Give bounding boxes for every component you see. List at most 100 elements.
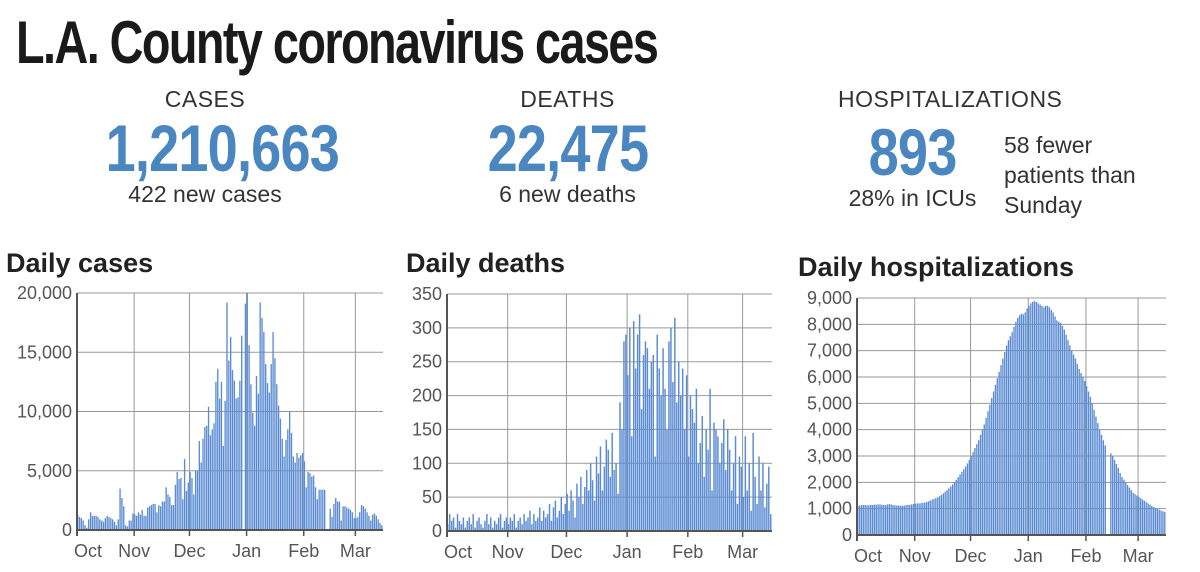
hosp-bar: [1117, 467, 1119, 535]
cases-bar: [324, 489, 326, 530]
cases-bar: [224, 400, 226, 530]
hosp-bar: [1067, 340, 1069, 535]
hosp-value-block: 893 28% in ICUs: [830, 117, 995, 212]
hosp-bar: [1156, 508, 1159, 535]
deaths-bar: [640, 409, 643, 531]
deaths-bar: [652, 354, 655, 531]
deaths-x-tick-label: Jan: [613, 542, 642, 562]
deaths-bar: [515, 527, 517, 531]
deaths-bar: [703, 476, 705, 531]
deaths-bar: [448, 514, 451, 531]
cases-bar: [97, 516, 99, 530]
cases-bar: [371, 514, 374, 530]
deaths-bar: [529, 510, 531, 531]
cases-bar: [257, 393, 259, 530]
deaths-bar: [578, 497, 580, 531]
cases-bar: [351, 512, 354, 530]
deaths-bar: [460, 524, 463, 531]
cases-bar: [248, 345, 250, 530]
cases-bar: [255, 375, 258, 530]
hosp-bar: [991, 398, 993, 535]
hosp-bar: [1130, 490, 1132, 535]
deaths-bar: [679, 395, 682, 531]
hosp-bar: [1031, 301, 1034, 535]
deaths-bar: [695, 388, 698, 531]
deaths-bar: [560, 497, 563, 531]
deaths-bar: [621, 429, 623, 531]
deaths-bar: [636, 334, 639, 531]
deaths-bar: [497, 517, 500, 531]
deaths-bar: [674, 317, 676, 531]
deaths-bar: [648, 388, 651, 531]
deaths-bar: [730, 490, 733, 531]
hosp-bar: [1128, 487, 1131, 535]
hosp-bar: [1138, 496, 1140, 535]
deaths-bar: [568, 510, 570, 531]
deaths-bar: [531, 524, 533, 531]
hosp-y-tick-label: 6,000: [807, 367, 852, 387]
cases-bar: [171, 505, 173, 530]
hosp-bar: [873, 504, 876, 535]
hosp-bar: [953, 482, 956, 535]
cases-y-tick-label: 15,000: [17, 342, 72, 362]
cases-bar: [231, 370, 234, 530]
cases-bar: [316, 499, 318, 530]
hosp-bar: [1002, 358, 1004, 535]
cases-bar: [123, 506, 125, 530]
hosp-bar: [1104, 445, 1106, 535]
deaths-bar: [725, 470, 727, 531]
hosp-bar: [942, 493, 944, 535]
cases-bar: [163, 501, 165, 530]
deaths-bar: [539, 507, 541, 531]
deaths-bar: [474, 527, 476, 531]
hosp-bar: [918, 503, 920, 535]
deaths-bar: [699, 442, 702, 531]
deaths-bar: [746, 490, 749, 531]
hosp-bar: [1074, 358, 1077, 535]
cases-bar: [235, 398, 237, 530]
cases-bar: [349, 509, 352, 530]
hosp-bar: [890, 504, 892, 535]
deaths-bar: [562, 514, 564, 531]
hosp-bar: [964, 466, 967, 535]
cases-bar: [183, 458, 186, 530]
cases-bar: [141, 509, 143, 530]
cases-bar: [178, 479, 180, 530]
cases-bar: [148, 506, 151, 530]
hosp-y-tick-label: 5,000: [807, 393, 852, 413]
deaths-bar: [717, 436, 719, 531]
cases-bar: [279, 418, 282, 530]
hosp-bar: [1022, 314, 1025, 535]
hosp-bar: [1052, 312, 1054, 535]
cases-bar: [158, 505, 160, 530]
cases-y-tick-label: 5,000: [27, 461, 72, 481]
deaths-bar: [723, 419, 725, 531]
cases-bar: [174, 484, 177, 530]
cases-bar: [78, 516, 81, 530]
hosp-bar: [1054, 316, 1056, 535]
cases-bar: [305, 487, 307, 530]
cases-bar: [322, 489, 324, 530]
hosp-bar: [927, 501, 930, 535]
hosp-bar: [871, 504, 874, 535]
deaths-bar: [625, 334, 627, 531]
deaths-bar: [664, 388, 666, 531]
hosp-bar: [1078, 369, 1080, 535]
cases-bar: [82, 520, 84, 530]
hosp-bar: [862, 504, 864, 535]
deaths-bar: [683, 429, 686, 531]
hosp-bar: [998, 371, 1000, 535]
cases-total: 1,210,663: [105, 111, 340, 185]
hosp-y-tick-label: 7,000: [807, 341, 852, 361]
hosp-change-note: 58 fewer patients than Sunday: [1004, 132, 1136, 218]
hosp-x-tick-label: Nov: [899, 546, 931, 566]
cases-bar: [366, 512, 368, 530]
deaths-bar: [764, 507, 766, 531]
deaths-bar: [613, 470, 615, 531]
cases-bar: [287, 429, 289, 530]
cases-bar: [239, 380, 241, 530]
hosp-bar: [1125, 482, 1127, 535]
hosp-bar: [912, 503, 915, 535]
hosp-x-tick-label: Jan: [1014, 546, 1043, 566]
